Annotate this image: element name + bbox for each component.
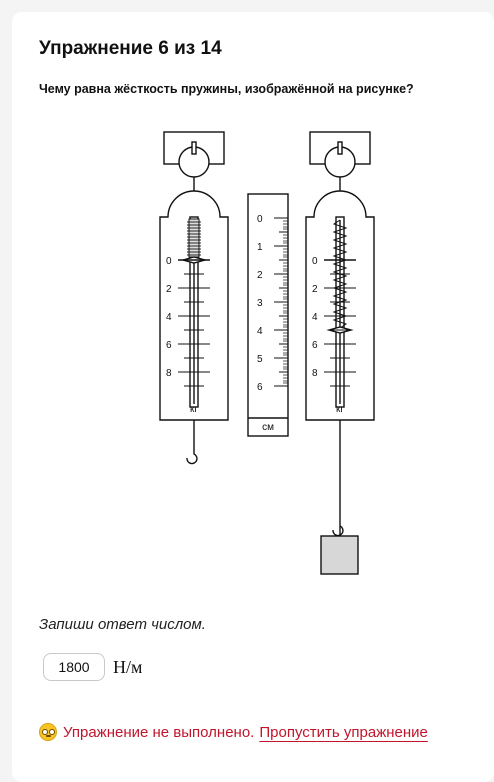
- answer-input[interactable]: [43, 653, 105, 681]
- ruler-label-4: 4: [257, 326, 263, 337]
- hanging-weight: [320, 535, 359, 575]
- skip-exercise-link[interactable]: Пропустить упражнение: [259, 723, 428, 741]
- left-scale-label-0: 0: [166, 256, 172, 267]
- status-text: Упражнение не выполнено.: [63, 723, 255, 741]
- right-scale-label-2: 2: [312, 284, 318, 295]
- ruler-mm-ticks: [283, 220, 288, 384]
- answer-unit: Н/м: [113, 656, 143, 677]
- dynamometer-figure: 0 2 4 6 8 кг 0 1 2 3 4 5 6 см 0 2 4 6 8 …: [159, 131, 375, 575]
- answer-prompt: Запиши ответ числом.: [39, 616, 206, 633]
- left-hook: [186, 420, 198, 465]
- left-scale-label-2: 2: [166, 284, 172, 295]
- status-row: Упражнение не выполнено. Пропустить упра…: [39, 723, 428, 741]
- right-scale-label-6: 6: [312, 340, 318, 351]
- ruler-label-2: 2: [257, 270, 263, 281]
- right-unit-label: кг: [336, 404, 344, 415]
- question-text: Чему равна жёсткость пружины, изображённ…: [39, 82, 414, 96]
- ruler-label-0: 0: [257, 214, 263, 225]
- exercise-card: Упражнение 6 из 14 Чему равна жёсткость …: [12, 12, 494, 782]
- ruler-label-5: 5: [257, 354, 263, 365]
- right-scale-label-4: 4: [312, 312, 318, 323]
- exercise-title: Упражнение 6 из 14: [39, 38, 222, 59]
- ruler-label-6: 6: [257, 382, 263, 393]
- left-scale-label-4: 4: [166, 312, 172, 323]
- left-scale-label-8: 8: [166, 368, 172, 379]
- left-unit-label: кг: [190, 404, 198, 415]
- ruler: [247, 193, 289, 437]
- right-scale-label-8: 8: [312, 368, 318, 379]
- ruler-label-3: 3: [257, 298, 263, 309]
- answer-row: Н/м: [43, 653, 142, 681]
- right-hook: [332, 517, 344, 537]
- right-scale-label-0: 0: [312, 256, 318, 267]
- ruler-label-1: 1: [257, 242, 263, 253]
- neutral-face-emoji-icon: [39, 723, 57, 741]
- left-scale-label-6: 6: [166, 340, 172, 351]
- ruler-unit-label: см: [262, 422, 274, 433]
